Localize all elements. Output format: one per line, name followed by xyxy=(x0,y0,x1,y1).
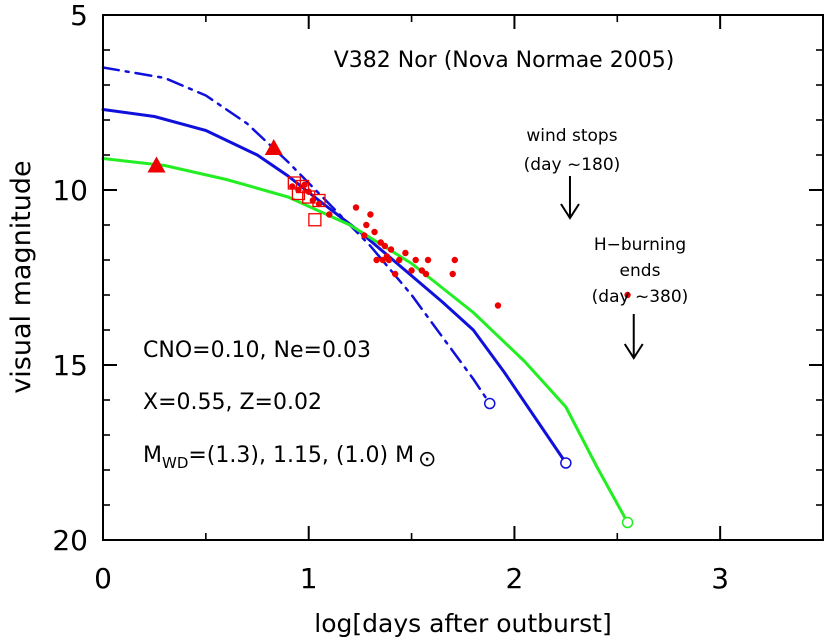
plot-content xyxy=(101,66,634,529)
y-tick-label: 10 xyxy=(52,174,88,207)
obs-dot xyxy=(326,211,333,218)
obs-square xyxy=(287,176,301,190)
obs-dot xyxy=(449,270,456,278)
model-curve-1-end-marker xyxy=(483,397,496,410)
obs-dot xyxy=(402,249,409,257)
obs-dot xyxy=(408,267,415,274)
x-tick-label: 1 xyxy=(300,562,318,595)
obs-dot xyxy=(352,204,360,211)
y-tick-label: 20 xyxy=(52,524,88,557)
y-tick-label: 15 xyxy=(52,349,88,382)
obs-dot xyxy=(371,228,378,236)
x-axis: 0 1 2 3 xyxy=(94,15,824,595)
obs-dot xyxy=(295,186,302,194)
model-curve-3 xyxy=(101,157,630,524)
obs-dot xyxy=(363,221,370,229)
obs-dot xyxy=(305,188,312,195)
param-mass-symbol: M xyxy=(143,443,162,468)
model-curve-3-end-marker xyxy=(621,516,634,529)
param-mass-subscript: WD xyxy=(162,454,188,472)
param-xz: X=0.55, Z=0.02 xyxy=(143,390,322,415)
annotation-arrows xyxy=(560,176,644,360)
y-tick-label: 5 xyxy=(70,0,88,32)
obs-dot xyxy=(422,270,430,278)
obs-dot xyxy=(396,256,403,264)
h-burning-arrow-head xyxy=(623,343,644,360)
obs-dot xyxy=(412,256,419,264)
obs-dot xyxy=(289,183,296,190)
obs-triangle xyxy=(264,139,283,155)
obs-dot xyxy=(301,181,308,188)
x-tick-label: 0 xyxy=(94,562,112,595)
x-tick-label: 2 xyxy=(506,562,524,595)
chart-title: V382 Nor (Nova Normae 2005) xyxy=(334,48,675,73)
x-tick-label: 3 xyxy=(711,562,729,595)
obs-dot xyxy=(367,211,374,218)
obs-dot xyxy=(387,246,395,253)
obs-dot xyxy=(373,256,380,264)
obs-dot xyxy=(385,256,393,264)
y-axis-label: visual magnitude xyxy=(6,160,37,393)
obs-square xyxy=(308,213,322,227)
annotation-wind-stops: wind stops xyxy=(526,126,617,146)
obs-dot xyxy=(381,242,389,250)
annotation-h-burning: H−burning xyxy=(594,235,686,255)
obs-dot xyxy=(451,256,458,264)
obs-dot xyxy=(309,197,317,204)
obs-dot xyxy=(315,200,323,208)
model-curve-2-end-marker xyxy=(560,457,572,469)
obs-dot xyxy=(361,232,368,239)
param-composition: CNO=0.10, Ne=0.03 xyxy=(143,338,371,363)
x-axis-label: log[days after outburst] xyxy=(314,609,611,638)
annotation-h-burning-day: (day ~380) xyxy=(592,287,689,307)
obs-triangle xyxy=(147,156,166,173)
obs-dot xyxy=(494,302,502,309)
obs-dot xyxy=(424,256,432,264)
wind-stops-arrow-head xyxy=(560,203,580,220)
y-axis: 5 10 15 20 xyxy=(52,0,823,557)
annotation-wind-day: (day ~180) xyxy=(524,155,621,175)
sun-symbol: ⊙ xyxy=(418,447,436,472)
obs-dot xyxy=(391,270,399,278)
param-mass-values: =(1.3), 1.15, (1.0) M xyxy=(188,443,414,468)
obs-dot xyxy=(624,291,631,299)
annotation-ends: ends xyxy=(620,261,661,281)
plot-frame xyxy=(102,14,824,541)
param-white-dwarf-mass: MWD=(1.3), 1.15, (1.0) M ⊙ xyxy=(143,443,436,472)
